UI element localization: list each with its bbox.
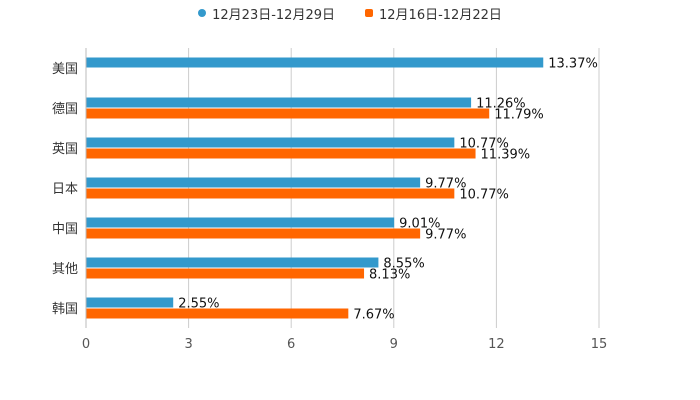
x-tick-label-3: 3 [184, 337, 192, 352]
bar-series-2 [86, 268, 365, 279]
category-label: 韩国 [52, 302, 78, 317]
value-label-series-1: 13.37% [548, 57, 598, 72]
bar-series-1 [86, 137, 455, 148]
value-label-series-1: 11.26% [476, 97, 526, 112]
x-tick-label-15: 15 [591, 337, 608, 352]
category-label: 德国 [52, 102, 78, 117]
legend-square-icon [365, 9, 373, 17]
legend-item-series-2[interactable]: 12月16日-12月22日 [365, 4, 502, 23]
category-label: 日本 [52, 182, 78, 197]
value-label-series-2: 10.77% [459, 188, 509, 203]
legend-dot-icon [198, 9, 207, 17]
value-label-series-1: 9.77% [425, 177, 466, 192]
value-label-series-1: 8.55% [383, 257, 424, 272]
category-label: 中国 [52, 222, 78, 237]
value-label-series-2: 7.67% [353, 308, 394, 323]
bar-series-2 [86, 108, 490, 119]
x-tick-label-0: 0 [82, 337, 90, 352]
category-label: 其他 [52, 262, 78, 277]
bar-series-2 [86, 308, 349, 319]
value-label-series-1: 9.01% [399, 217, 440, 232]
x-tick-label-6: 6 [287, 337, 295, 352]
bar-series-2 [86, 188, 455, 199]
bar-series-1 [86, 57, 544, 68]
bar-series-2 [86, 148, 476, 159]
bar-series-1 [86, 257, 379, 268]
x-tick-label-9: 9 [390, 337, 398, 352]
value-label-series-2: 8.13% [369, 268, 410, 283]
bar-series-1 [86, 297, 174, 308]
bar-series-1 [86, 97, 472, 108]
legend-label-series-1: 12月23日-12月29日 [212, 7, 335, 23]
value-label-series-2: 11.39% [481, 148, 531, 163]
bar-series-1 [86, 217, 395, 228]
value-label-series-1: 10.77% [459, 137, 509, 152]
bar-series-1 [86, 177, 421, 188]
legend: 12月23日-12月29日 12月16日-12月22日 [0, 2, 700, 24]
value-label-series-2: 11.79% [494, 108, 544, 123]
legend-label-series-2: 12月16日-12月22日 [379, 7, 502, 23]
value-label-series-1: 2.55% [178, 297, 219, 312]
value-label-series-2: 9.77% [425, 228, 466, 243]
legend-item-series-1[interactable]: 12月23日-12月29日 [198, 4, 335, 23]
category-label: 美国 [52, 62, 78, 77]
bar-series-2 [86, 228, 421, 239]
x-tick-label-12: 12 [488, 337, 505, 352]
category-label: 英国 [52, 142, 78, 157]
